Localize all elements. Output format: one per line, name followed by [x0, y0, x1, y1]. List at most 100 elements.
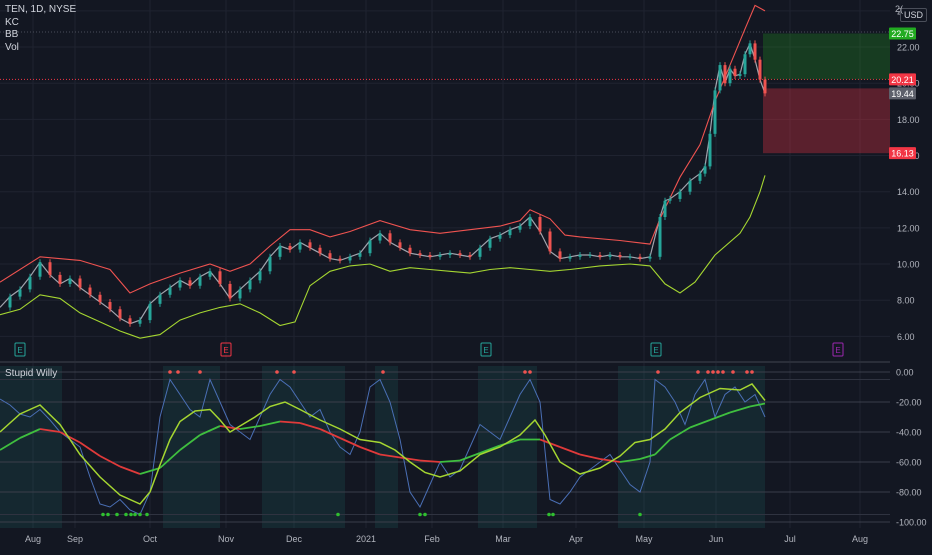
- candle-body: [138, 320, 142, 324]
- overbought-dot: [716, 370, 720, 374]
- price-label-entry-text: 20.21: [891, 75, 914, 85]
- candle-body: [758, 59, 762, 80]
- indicator-slow-line: [639, 453, 656, 460]
- candle-body: [548, 231, 552, 252]
- oversold-dot: [418, 512, 422, 517]
- currency-badge[interactable]: USD: [900, 8, 928, 22]
- legend-vol[interactable]: Vol: [5, 41, 19, 53]
- oversold-dot: [129, 512, 133, 517]
- candle-body: [148, 303, 152, 321]
- indicator-slow-line: [479, 444, 501, 454]
- indicator-slow-line: [689, 419, 711, 429]
- candle-body: [188, 280, 192, 286]
- overbought-dot: [275, 370, 279, 374]
- series-line-kc: [0, 4, 766, 294]
- candle-body: [508, 229, 512, 236]
- candle-body: [713, 90, 717, 134]
- candle-body: [228, 283, 232, 299]
- candle-body: [248, 280, 252, 290]
- candle-body: [538, 217, 542, 232]
- candle-body: [648, 256, 652, 259]
- candle-body: [428, 255, 432, 257]
- candle-body: [218, 271, 222, 284]
- oversold-dot: [145, 512, 149, 517]
- candle-body: [108, 302, 112, 310]
- candle-body: [518, 226, 522, 230]
- candle-body: [358, 253, 362, 257]
- candle-body: [438, 255, 442, 257]
- indicator-slow-line: [139, 467, 161, 475]
- candle-body: [488, 238, 492, 248]
- legend-symbol[interactable]: TEN, 1D, NYSE: [5, 4, 77, 15]
- candle-body: [528, 217, 532, 227]
- legend-bb[interactable]: BB: [5, 29, 19, 40]
- candle-body: [388, 233, 392, 243]
- indicator-tick-label: -100.00: [896, 518, 927, 528]
- candle-body: [588, 255, 592, 256]
- oversold-dot: [124, 512, 128, 517]
- price-tick-label: 22.00: [897, 43, 920, 53]
- indicator-zone: [618, 366, 765, 528]
- indicator-slow-line: [299, 422, 321, 430]
- indicator-slow-line: [379, 453, 401, 459]
- indicator-tick-label: -40.00: [896, 428, 922, 438]
- indicator-slow-line: [359, 446, 381, 456]
- indicator-slow-line: [239, 425, 261, 430]
- oversold-dot: [547, 512, 551, 517]
- candle-body: [328, 253, 332, 259]
- price-label-stop-text: 16.13: [891, 149, 914, 159]
- indicator-slow-line: [749, 402, 766, 408]
- time-tick-label: Mar: [495, 534, 511, 544]
- candle-body: [198, 276, 202, 286]
- overbought-dot: [656, 370, 660, 374]
- indicator-slow-line: [459, 452, 481, 462]
- earnings-marker: [832, 342, 844, 357]
- oversold-dot: [423, 512, 427, 517]
- indicator-title[interactable]: Stupid Willy: [5, 368, 58, 379]
- oversold-dot: [106, 512, 110, 517]
- time-tick-label: Nov: [218, 534, 235, 544]
- candle-body: [178, 280, 182, 288]
- oversold-dot: [101, 512, 105, 517]
- indicator-slow-line: [339, 437, 361, 448]
- overbought-dot: [381, 370, 385, 374]
- candle-body: [398, 242, 402, 248]
- overbought-dot: [696, 370, 700, 374]
- indicator-slow-line: [399, 456, 421, 462]
- price-tick-label: 18.00: [897, 115, 920, 125]
- oversold-dot: [138, 512, 142, 517]
- candle-body: [128, 318, 132, 324]
- oversold-dot: [336, 512, 340, 517]
- earnings-marker: [650, 342, 662, 357]
- candle-body: [498, 235, 502, 239]
- candle-body: [78, 278, 82, 288]
- oversold-dot: [638, 512, 642, 517]
- candle-body: [38, 262, 42, 277]
- candle-body: [58, 274, 62, 284]
- indicator-slow-line: [654, 438, 671, 456]
- earnings-marker-letter: E: [483, 346, 488, 355]
- candle-body: [298, 242, 302, 250]
- axis-top-label: 2(: [895, 4, 904, 14]
- price-label-last: [889, 87, 916, 100]
- price-tick-label: 10.00: [897, 260, 920, 270]
- candle-body: [638, 256, 642, 259]
- candle-body: [618, 255, 622, 257]
- indicator-slow-line: [159, 449, 181, 469]
- series-line-bb: [0, 175, 766, 339]
- indicator-tick-label: 0.00: [896, 368, 914, 378]
- candle-body: [88, 287, 92, 295]
- indicator-tick-label: -60.00: [896, 458, 922, 468]
- indicator-slow-line: [619, 458, 641, 463]
- candle-body: [733, 68, 737, 76]
- candle-body: [68, 278, 72, 284]
- overbought-dot: [168, 370, 172, 374]
- price-label-entry: [889, 73, 916, 86]
- legend-kc[interactable]: KC: [5, 16, 19, 28]
- time-tick-label: May: [635, 534, 653, 544]
- candle-body: [98, 294, 102, 303]
- loss-zone: [763, 88, 890, 154]
- price-tick-label: 6.00: [897, 332, 915, 342]
- indicator-slow-line: [39, 428, 61, 433]
